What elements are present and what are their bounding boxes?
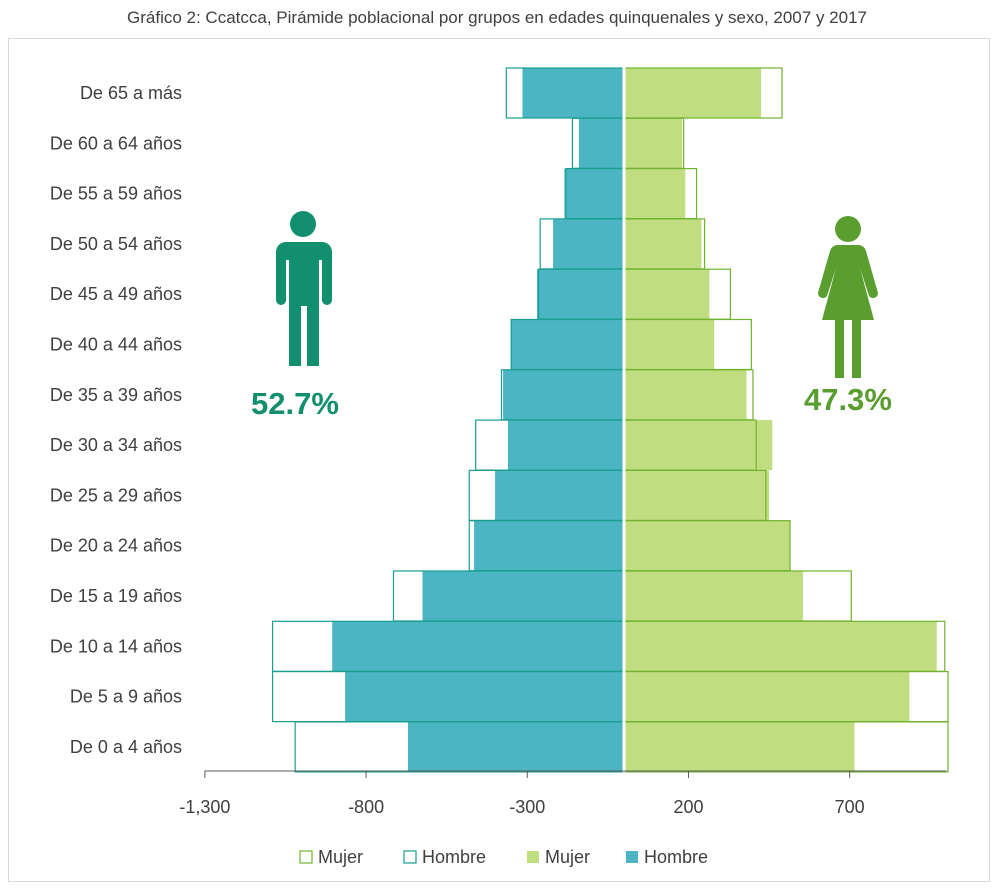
bar-mujer-2007-de-25-a-29-a-os bbox=[624, 470, 770, 521]
category-label-de-50-a-54-a-os: De 50 a 54 años bbox=[50, 234, 182, 254]
bar-mujer-2007-de-30-a-34-a-os bbox=[624, 420, 773, 471]
female-percentage: 47.3% bbox=[804, 382, 892, 417]
bar-mujer-2007-de-5-a-9-a-os bbox=[624, 671, 910, 722]
legend-label-hombre-2017: Hombre bbox=[422, 847, 486, 867]
legend: Mujer Hombre Mujer Hombre bbox=[299, 847, 708, 867]
legend-label-mujer-2017: Mujer bbox=[318, 847, 363, 867]
man-icon bbox=[276, 211, 332, 366]
bar-mujer-2007-de-10-a-14-a-os bbox=[624, 621, 937, 672]
category-label-de-35-a-39-a-os: De 35 a 39 años bbox=[50, 385, 182, 405]
woman-icon bbox=[818, 216, 878, 378]
category-label-de-25-a-29-a-os: De 25 a 29 años bbox=[50, 485, 182, 505]
bar-mujer-2007-de-60-a-64-a-os bbox=[624, 118, 683, 169]
bar-hombre-2007-de-5-a-9-a-os bbox=[345, 671, 624, 722]
bar-mujer-2007-de-15-a-19-a-os bbox=[624, 571, 803, 621]
bar-hombre-2007-de-60-a-64-a-os bbox=[578, 118, 624, 169]
x-tick-label: -300 bbox=[509, 797, 545, 817]
bar-hombre-2007-de-30-a-34-a-os bbox=[507, 420, 624, 471]
x-tick-label: 700 bbox=[835, 797, 865, 817]
chart-frame bbox=[8, 38, 990, 882]
category-label-de-40-a-44-a-os: De 40 a 44 años bbox=[50, 335, 182, 355]
legend-label-mujer-2007: Mujer bbox=[545, 847, 590, 867]
category-label-de-20-a-24-a-os: De 20 a 24 años bbox=[50, 536, 182, 556]
bar-hombre-2007-de-45-a-49-a-os bbox=[536, 269, 624, 320]
category-label-de-60-a-64-a-os: De 60 a 64 años bbox=[50, 133, 182, 153]
bar-mujer-2007-de-35-a-39-a-os bbox=[624, 369, 747, 420]
bar-mujer-2007-de-0-a-4-a-os bbox=[624, 721, 855, 772]
legend-swatch-hombre-2017 bbox=[403, 850, 417, 864]
category-label-de-45-a-49-a-os: De 45 a 49 años bbox=[50, 284, 182, 304]
category-label-de-65-a-m-s: De 65 a más bbox=[80, 83, 182, 103]
bar-mujer-2007-de-55-a-59-a-os bbox=[624, 168, 686, 219]
legend-label-hombre-2007: Hombre bbox=[644, 847, 708, 867]
category-label-de-5-a-9-a-os: De 5 a 9 años bbox=[70, 687, 182, 707]
category-label-de-15-a-19-a-os: De 15 a 19 años bbox=[50, 586, 182, 606]
bar-mujer-2007-de-50-a-54-a-os bbox=[624, 218, 702, 269]
category-label-de-0-a-4-a-os: De 0 a 4 años bbox=[70, 737, 182, 757]
bar-hombre-2007-de-10-a-14-a-os bbox=[332, 621, 624, 672]
bar-mujer-2007-de-40-a-44-a-os bbox=[624, 319, 715, 370]
bar-hombre-2007-de-40-a-44-a-os bbox=[511, 319, 624, 370]
bar-hombre-2007-de-25-a-29-a-os bbox=[495, 470, 624, 521]
category-label-de-30-a-34-a-os: De 30 a 34 años bbox=[50, 435, 182, 455]
legend-swatch-hombre-2007 bbox=[626, 851, 638, 863]
legend-swatch-mujer-2007 bbox=[527, 851, 539, 863]
bar-mujer-2007-de-20-a-24-a-os bbox=[624, 520, 791, 571]
bar-hombre-2007-de-0-a-4-a-os bbox=[407, 721, 624, 772]
male-percentage: 52.7% bbox=[251, 386, 339, 421]
bar-hombre-2007-de-55-a-59-a-os bbox=[564, 168, 624, 219]
x-tick-label: -800 bbox=[348, 797, 384, 817]
bar-hombre-2007-de-20-a-24-a-os bbox=[474, 520, 624, 571]
legend-swatch-mujer-2017 bbox=[299, 850, 313, 864]
bar-hombre-2007-de-15-a-19-a-os bbox=[422, 571, 624, 621]
bar-hombre-2007-de-65-a-m-s bbox=[522, 68, 624, 118]
bar-mujer-2007-de-65-a-m-s bbox=[624, 68, 762, 118]
bar-hombre-2007-de-50-a-54-a-os bbox=[553, 218, 624, 269]
x-tick-label: -1,300 bbox=[179, 797, 230, 817]
bar-mujer-2007-de-45-a-49-a-os bbox=[624, 269, 710, 320]
category-label-de-10-a-14-a-os: De 10 a 14 años bbox=[50, 636, 182, 656]
bar-hombre-2007-de-35-a-39-a-os bbox=[503, 369, 624, 420]
x-tick-label: 200 bbox=[673, 797, 703, 817]
chart-title: Gráfico 2: Ccatcca, Pirámide poblacional… bbox=[127, 8, 867, 27]
category-label-de-55-a-59-a-os: De 55 a 59 años bbox=[50, 184, 182, 204]
